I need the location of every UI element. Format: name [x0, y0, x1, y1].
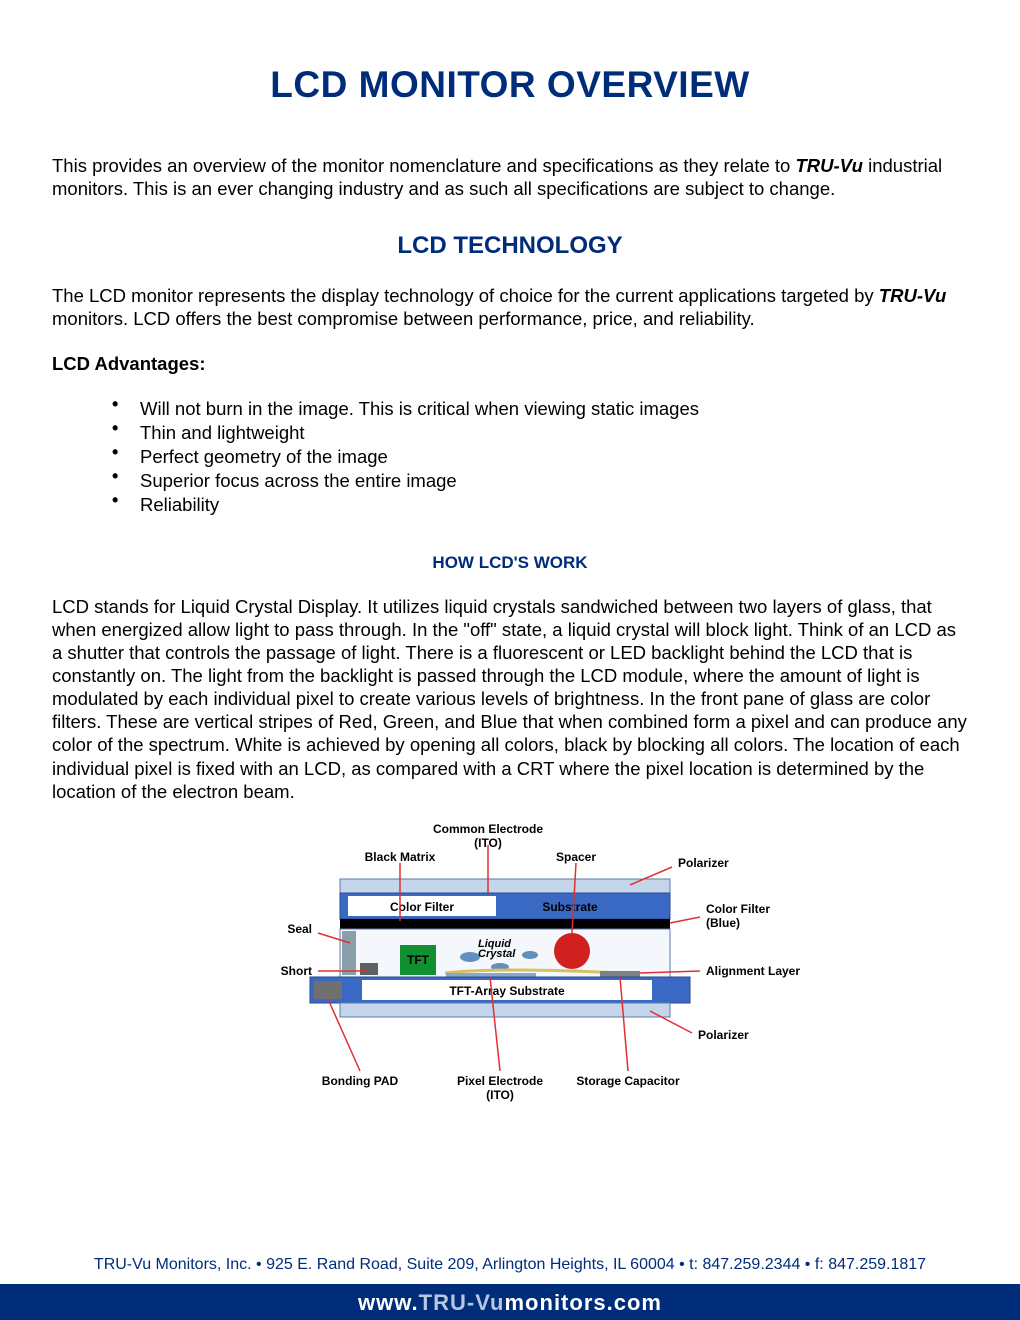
advantages-heading: LCD Advantages:: [52, 353, 968, 375]
list-item: Perfect geometry of the image: [112, 445, 968, 469]
page-footer: TRU-Vu Monitors, Inc. • 925 E. Rand Road…: [0, 1250, 1020, 1320]
tech-intro-paragraph: The LCD monitor represents the display t…: [52, 284, 968, 330]
diagram-label: Crystal: [478, 948, 516, 960]
footer-contact: TRU-Vu Monitors, Inc. • 925 E. Rand Road…: [0, 1250, 1020, 1284]
diagram-label: Alignment Layer: [706, 964, 800, 978]
list-item: Superior focus across the entire image: [112, 469, 968, 493]
tech-after: monitors. LCD offers the best compromise…: [52, 308, 755, 329]
tech-before: The LCD monitor represents the display t…: [52, 285, 879, 306]
list-item: Thin and lightweight: [112, 421, 968, 445]
intro-paragraph: This provides an overview of the monitor…: [52, 154, 968, 200]
list-item: Will not burn in the image. This is crit…: [112, 397, 968, 421]
diagram-label: Storage Capacitor: [576, 1074, 680, 1088]
how-heading: HOW LCD'S WORK: [52, 553, 968, 573]
diagram-label: Black Matrix: [365, 850, 436, 864]
intro-before: This provides an overview of the monitor…: [52, 155, 795, 176]
footer-url-brand: TRU-Vu: [419, 1290, 505, 1315]
brand-name: TRU-Vu: [795, 155, 863, 176]
footer-url-suffix: monitors.com: [505, 1290, 662, 1315]
diagram-label: (ITO): [486, 1088, 514, 1102]
tech-heading: LCD TECHNOLOGY: [52, 232, 968, 260]
diagram-label: Short: [281, 964, 312, 978]
diagram-label: Bonding PAD: [322, 1074, 399, 1088]
advantages-list: Will not burn in the image. This is crit…: [112, 397, 968, 517]
footer-url-bar: www.TRU-Vumonitors.com: [0, 1284, 1020, 1320]
diagram-label: Spacer: [556, 850, 596, 864]
diagram-label: (Blue): [706, 916, 740, 930]
footer-url-prefix: www.: [358, 1290, 419, 1315]
diagram-label: Substrate: [542, 900, 598, 914]
brand-name: TRU-Vu: [879, 285, 947, 306]
how-paragraph: LCD stands for Liquid Crystal Display. I…: [52, 595, 968, 803]
page-title: LCD MONITOR OVERVIEW: [52, 64, 968, 106]
lcd-cross-section-diagram: Color Filter Substrate TFT: [200, 823, 820, 1123]
diagram-label: Pixel Electrode: [457, 1074, 543, 1088]
diagram-label: (ITO): [474, 836, 502, 850]
diagram-label: Polarizer: [678, 856, 729, 870]
diagram-label: Seal: [287, 922, 312, 936]
diagram-label: TFT-Array Substrate: [449, 984, 565, 998]
list-item: Reliability: [112, 493, 968, 517]
diagram-label: Common Electrode: [433, 823, 543, 836]
diagram-label: Color Filter: [706, 902, 770, 916]
diagram-label: Polarizer: [698, 1028, 749, 1042]
diagram-label: TFT: [407, 953, 430, 967]
